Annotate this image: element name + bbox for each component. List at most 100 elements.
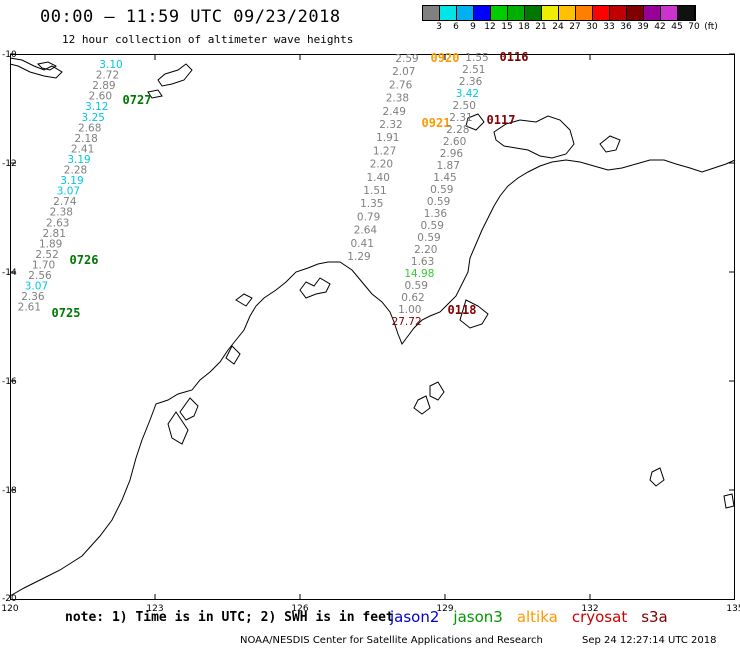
color-scale-label: 18 (518, 22, 530, 32)
color-scale-bar (422, 5, 696, 21)
wave-height-value: 2.31 (449, 112, 472, 124)
wave-height-value: 1.29 (347, 251, 370, 263)
pass-time-label: 0725 (52, 306, 81, 320)
wave-height-value: 2.51 (462, 64, 485, 76)
wave-height-value: 2.28 (446, 124, 469, 136)
wave-height-value: 1.51 (363, 185, 386, 197)
longitude-label: 132 (581, 604, 598, 614)
latitude-label: -16 (2, 377, 17, 387)
latitude-label: -18 (2, 486, 17, 496)
island-se (723, 493, 735, 509)
map-subtitle: 12 hour collection of altimeter wave hei… (62, 33, 354, 46)
pass-time-label: 0921 (422, 116, 451, 130)
longitude-label: 129 (436, 604, 453, 614)
map-frame (10, 54, 735, 600)
color-scale-label: (ft) (704, 22, 718, 32)
color-scale-label: 21 (535, 22, 547, 32)
coast-inlet-5 (225, 345, 241, 365)
wave-height-value: 3.12 (85, 101, 108, 113)
observation-layer: 3.102.722.892.603.123.252.682.182.413.19… (18, 50, 529, 328)
color-scale-label: 36 (620, 22, 632, 32)
wave-height-value: 0.59 (417, 232, 440, 244)
wave-height-value: 0.59 (427, 196, 450, 208)
color-scale-cell (457, 6, 474, 20)
wave-height-value: 2.07 (392, 66, 415, 78)
longitude-label: 120 (1, 604, 18, 614)
wave-height-value: 2.81 (43, 228, 66, 240)
color-scale-label: 39 (637, 22, 649, 32)
color-scale-cell (525, 6, 542, 20)
color-scale-label: 70 (688, 22, 700, 32)
longitude-label: 126 (291, 604, 308, 614)
legend-item-cryosat: cryosat (571, 608, 628, 626)
wave-height-value: 3.19 (67, 154, 90, 166)
wave-height-value: 1.91 (376, 132, 399, 144)
wave-height-value: 2.59 (395, 53, 418, 65)
color-scale-label: 27 (569, 22, 581, 32)
color-scale-cell (644, 6, 661, 20)
reef-1 (429, 381, 445, 401)
latitude-label: -10 (2, 50, 17, 60)
bathurst-island (465, 113, 485, 131)
color-scale-cell (610, 6, 627, 20)
wave-height-value: 1.55 (465, 52, 488, 64)
groote-area (599, 135, 621, 153)
coast-inlet-1 (299, 277, 331, 299)
footer-credit: NOAA/NESDIS Center for Satellite Applica… (240, 635, 543, 646)
coast-inlet-3 (179, 397, 199, 421)
wave-height-value: 2.36 (459, 76, 483, 88)
wave-height-value: 2.68 (78, 122, 101, 134)
wave-height-value: 2.49 (383, 106, 406, 118)
wave-height-value: 2.56 (28, 270, 52, 282)
wave-height-value: 0.59 (405, 280, 428, 292)
wave-height-value: 1.89 (39, 238, 62, 250)
wave-height-value: 0.41 (351, 238, 374, 250)
pass-time-label: 0920 (431, 51, 460, 65)
wave-height-value: 2.20 (370, 159, 393, 171)
wave-height-value: 2.52 (35, 249, 58, 261)
wave-height-value: 0.62 (401, 292, 424, 304)
color-scale-cell (661, 6, 678, 20)
color-scale-label: 3 (436, 22, 442, 32)
longitude-label: 123 (146, 604, 163, 614)
color-scale-label: 42 (654, 22, 666, 32)
color-scale-cell (576, 6, 593, 20)
melville-island (493, 115, 575, 159)
wave-height-value: 1.70 (32, 259, 55, 271)
wave-height-value: 2.18 (74, 133, 97, 145)
note-text: note: 1) Time is in UTC; 2) SWH is in fe… (65, 610, 394, 625)
color-scale-cell (627, 6, 644, 20)
wave-height-value: 2.60 (443, 136, 466, 148)
coast-inlet-2 (235, 293, 253, 307)
footer-timestamp: Sep 24 12:27:14 UTC 2018 (582, 635, 717, 646)
reef-2 (413, 395, 431, 415)
color-scale-cell (423, 6, 440, 20)
wave-height-value: 1.87 (437, 160, 460, 172)
wave-height-value: 0.79 (357, 211, 380, 223)
wave-height-value: 1.00 (398, 304, 421, 316)
wave-height-value: 3.19 (60, 175, 83, 187)
wave-height-value: 2.96 (440, 148, 464, 160)
wave-height-value: 2.64 (354, 225, 378, 237)
wave-height-value: 1.40 (367, 172, 390, 184)
legend-item-s3a: s3a (641, 608, 668, 626)
wave-height-value: 1.45 (433, 172, 456, 184)
color-scale-cell (474, 6, 491, 20)
color-scale-label: 6 (453, 22, 459, 32)
wave-height-value: 14.98 (404, 268, 434, 280)
coastline (9, 57, 736, 597)
pass-time-label: 0726 (70, 253, 99, 267)
legend-item-jason3: jason3 (453, 608, 503, 626)
island-small (147, 89, 163, 99)
wave-height-value: 2.32 (379, 119, 402, 131)
wave-height-value: 2.61 (18, 302, 41, 314)
latitude-label: -12 (2, 159, 17, 169)
wave-height-value: 3.25 (82, 112, 105, 124)
longitude-labels: 120 123 126 129 132 135 (1, 604, 740, 614)
wave-height-value: 2.72 (96, 70, 119, 82)
wave-height-value: 2.60 (89, 91, 112, 103)
pass-time-label: 0118 (448, 303, 477, 317)
wave-height-value: 1.63 (411, 256, 434, 268)
wave-height-value: 2.50 (453, 100, 476, 112)
wave-height-value: 3.10 (99, 59, 122, 71)
